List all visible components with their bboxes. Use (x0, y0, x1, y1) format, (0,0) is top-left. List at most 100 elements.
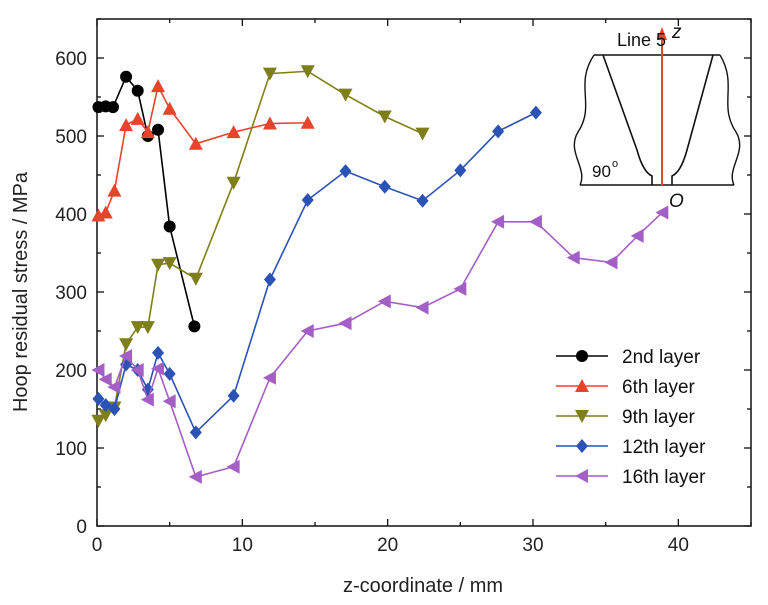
inset-angle-unit: o (612, 158, 618, 170)
data-point (140, 321, 155, 335)
inset-outer-wall-left (573, 54, 595, 186)
data-point (630, 228, 644, 243)
data-point (99, 398, 112, 413)
data-point (162, 257, 177, 271)
data-point (339, 164, 352, 179)
data-point (529, 105, 542, 120)
x-tick-label: 0 (92, 535, 103, 556)
inset-outer-wall-right (719, 54, 741, 186)
data-point (528, 214, 542, 229)
series-line (98, 75, 196, 327)
legend-label: 6th layer (622, 377, 696, 398)
data-point (188, 320, 201, 333)
legend-marker (575, 469, 588, 483)
y-axis-title: Hoop residual stress / MPa (10, 171, 32, 412)
data-point (92, 391, 105, 406)
data-point (130, 363, 144, 377)
series-line (97, 111, 537, 434)
data-point (300, 65, 315, 79)
data-point (130, 321, 145, 335)
data-point (262, 67, 277, 81)
data-point (152, 345, 165, 360)
data-point (151, 258, 166, 272)
data-point (454, 163, 467, 178)
series-2 (91, 79, 315, 222)
x-tick-label: 20 (377, 535, 398, 556)
y-tick-label: 500 (55, 127, 87, 148)
legend-marker (576, 439, 588, 453)
data-point (162, 394, 176, 409)
data-point (262, 370, 276, 385)
data-point (300, 115, 315, 129)
legend-marker (575, 410, 589, 423)
plot-frame (96, 18, 752, 527)
legend-label: 16th layer (622, 467, 706, 488)
series-4 (92, 105, 542, 440)
data-point (151, 79, 166, 93)
data-point (188, 469, 202, 484)
inset-inner-profile-right (671, 54, 714, 185)
data-point (226, 125, 241, 139)
data-point (140, 125, 155, 139)
inset-inner-profile-left (602, 54, 653, 185)
series-line (97, 70, 423, 422)
data-point (98, 205, 113, 219)
data-point (338, 88, 353, 102)
legend-entry: 9th layer (556, 407, 696, 428)
x-tick-label: 40 (668, 535, 689, 556)
x-tick-label: 10 (232, 535, 253, 556)
data-point (163, 366, 176, 381)
data-point (131, 84, 144, 97)
y-tick-label: 100 (55, 439, 87, 460)
data-point (119, 348, 133, 363)
data-point (120, 70, 133, 83)
data-point (226, 459, 240, 474)
data-point (604, 255, 618, 270)
legend-entry: 6th layer (556, 377, 696, 398)
y-tick-label: 300 (55, 283, 87, 304)
data-point (152, 123, 165, 136)
data-point (107, 183, 122, 197)
data-point (566, 250, 580, 265)
data-point (416, 193, 429, 208)
y-tick-label: 600 (55, 49, 87, 70)
data-point (263, 272, 276, 287)
inset-origin-label: O (669, 191, 684, 212)
data-point (491, 214, 505, 229)
legend-label: 2nd layer (622, 347, 701, 368)
data-point (119, 338, 134, 352)
data-point (98, 409, 113, 423)
x-axis-title: z-coordinate / mm (343, 575, 503, 597)
data-point (108, 402, 121, 416)
data-point (262, 116, 277, 130)
data-point (301, 192, 314, 207)
legend-entry: 12th layer (556, 437, 706, 458)
data-point (415, 127, 430, 141)
data-point (119, 118, 134, 132)
legend-entry: 16th layer (556, 467, 706, 488)
data-point (378, 179, 391, 194)
data-point (377, 294, 391, 309)
inset-angle-label: 90 (592, 162, 611, 181)
series-5 (91, 205, 669, 484)
data-point (655, 205, 669, 220)
legend-label: 12th layer (622, 437, 706, 458)
data-point (91, 363, 105, 377)
legend-entry: 2nd layer (556, 347, 701, 368)
y-tick-label: 400 (55, 205, 87, 226)
data-point (189, 425, 202, 440)
data-point (338, 316, 352, 331)
data-point (415, 300, 429, 315)
data-point (226, 176, 241, 190)
data-point (188, 272, 203, 286)
data-point (227, 388, 240, 403)
data-point (140, 392, 154, 407)
data-point (377, 110, 392, 124)
inset-z-label: z (671, 22, 682, 43)
inset-z-arrowhead (657, 27, 667, 40)
y-tick-label: 0 (76, 517, 87, 538)
data-point (453, 281, 467, 296)
data-point (163, 220, 176, 233)
